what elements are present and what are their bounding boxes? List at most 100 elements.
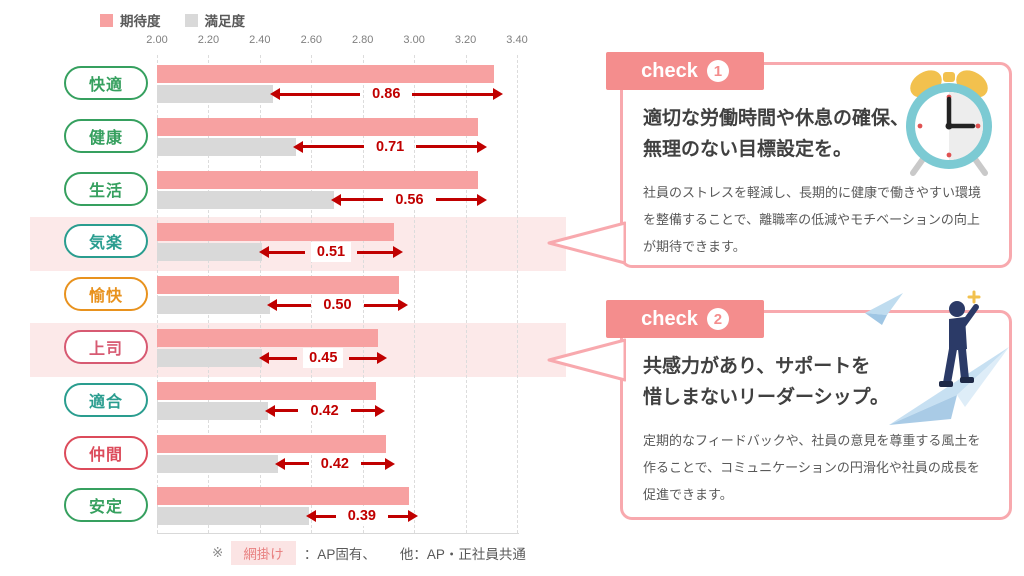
category-pill: 適合 <box>64 382 148 417</box>
gap-arrow-right-icon <box>387 510 419 523</box>
category-pill: 仲間 <box>64 435 148 470</box>
callout-2-pointer-icon <box>547 338 626 382</box>
satisfaction-bar <box>157 454 278 473</box>
callout-2-number-icon: 2 <box>706 308 729 330</box>
callout-check-2: check 2 共感力があり、サポートを 惜しまないリーダーシップ。 定期的なフ… <box>547 290 1012 520</box>
callout-1-body: 社員のストレスを軽減し、長期的に健康で働きやすい環境を整備することで、離職率の低… <box>643 185 982 254</box>
callout-1-title-line1: 適切な労働時間や休息の確保、 <box>643 108 910 129</box>
gap-arrow-left-icon <box>292 140 365 153</box>
gap-bar-chart: 期待度 満足度 2.00 2.20 2.40 2.60 2.80 3.00 3.20 3.40… <box>30 10 566 565</box>
gap-arrow-left-icon <box>264 404 299 417</box>
legend-item-expectation: 期待度 <box>100 10 161 30</box>
expectation-bar <box>157 223 394 242</box>
footnote-shaded-desc: ：AP固有、 <box>303 547 376 562</box>
category-pill: 快適 <box>64 66 148 100</box>
expectation-bar <box>157 170 479 189</box>
category-pill: 上司 <box>64 330 148 364</box>
callout-2-title-line1: 共感力があり、サポートを <box>643 356 871 377</box>
gap-arrow-left-icon <box>274 457 309 470</box>
gap-annotation: 0.51 <box>259 242 404 263</box>
gap-annotation: 0.50 <box>267 295 408 316</box>
expectation-swatch-icon <box>100 13 113 27</box>
gap-value: 0.39 <box>341 506 382 527</box>
category-pill: 気楽 <box>64 224 148 259</box>
callout-2-tag: check <box>641 307 698 330</box>
callout-1-tag: check <box>641 59 698 82</box>
axis-tick-label: 3.40 <box>506 34 528 46</box>
expectation-bar <box>157 381 376 400</box>
callout-1-title-line2: 無理のない目標設定を。 <box>643 139 853 160</box>
chart-legend: 期待度 満足度 <box>100 10 245 30</box>
category-pill: 愉快 <box>64 277 148 312</box>
gap-arrow-right-icon <box>435 193 488 206</box>
expectation-bar <box>157 117 479 136</box>
satisfaction-bar <box>157 190 335 209</box>
gap-annotation: 0.42 <box>274 453 395 474</box>
callout-1-header: check 1 <box>606 52 764 90</box>
alarm-clock-icon <box>906 70 992 176</box>
gap-annotation: 0.39 <box>305 506 419 527</box>
satisfaction-bar <box>157 137 296 156</box>
gap-arrow-left-icon <box>259 352 298 364</box>
gap-value: 0.50 <box>317 295 358 316</box>
gap-annotation: 0.71 <box>292 136 488 157</box>
gap-arrow-right-icon <box>412 88 504 100</box>
expectation-legend-label: 期待度 <box>120 14 161 29</box>
gridline <box>465 55 467 533</box>
footnote: ※ 網掛け ：AP固有、 他：AP・正社員共通 <box>212 541 526 565</box>
callout-2-body: 定期的なフィードバックや、社員の意見を尊重する風土を作ることで、コミュニケーショ… <box>643 433 981 502</box>
gap-value: 0.42 <box>304 400 345 421</box>
callout-1-pointer-icon <box>547 221 626 265</box>
gridline <box>414 55 416 533</box>
gap-arrow-right-icon <box>357 246 404 259</box>
category-pill: 生活 <box>64 171 148 206</box>
gap-arrow-right-icon <box>360 457 395 470</box>
callout-2-header: check 2 <box>606 300 764 338</box>
satisfaction-swatch-icon <box>184 13 198 27</box>
satisfaction-legend-label: 満足度 <box>204 14 246 29</box>
satisfaction-bar <box>157 349 263 367</box>
gap-arrow-left-icon <box>259 246 305 259</box>
footnote-prefix: ※ <box>212 545 224 560</box>
satisfaction-bar <box>157 85 273 103</box>
gap-value: 0.71 <box>370 136 411 157</box>
legend-item-satisfaction: 満足度 <box>184 10 246 30</box>
gap-arrow-right-icon <box>350 404 385 417</box>
satisfaction-bar <box>157 243 263 262</box>
gap-value: 0.45 <box>303 348 344 368</box>
satisfaction-bar <box>157 296 271 315</box>
callout-2-title: 共感力があり、サポートを 惜しまないリーダーシップ。 <box>643 351 943 413</box>
gap-annotation: 0.56 <box>331 189 488 210</box>
callout-1-number-icon: 1 <box>706 60 729 82</box>
axis-tick-label: 2.40 <box>249 34 271 46</box>
gap-arrow-left-icon <box>305 510 336 523</box>
gap-arrow-left-icon <box>267 299 312 312</box>
satisfaction-bar <box>157 401 268 420</box>
gap-value: 0.86 <box>366 84 407 104</box>
callout-2-title-line2: 惜しまないリーダーシップ。 <box>643 387 890 408</box>
category-pill: 安定 <box>64 488 148 523</box>
callout-check-1: check 1 適切な労働時間や休息の確保、 無理のない目標設定を。 社員のスト… <box>547 52 1012 268</box>
gap-annotation: 0.42 <box>264 400 385 421</box>
axis-tick-label: 3.00 <box>403 34 425 46</box>
expectation-bar <box>157 434 386 453</box>
gap-arrow-right-icon <box>363 299 408 312</box>
category-pill: 健康 <box>64 118 148 153</box>
footnote-shaded-label: 網掛け <box>231 541 296 565</box>
paper-plane-person-icon <box>865 290 1009 425</box>
expectation-bar <box>157 65 494 83</box>
callout-1-title: 適切な労働時間や休息の確保、 無理のない目標設定を。 <box>643 103 943 165</box>
gridline <box>517 55 518 533</box>
gap-annotation: 0.45 <box>259 348 387 368</box>
satisfaction-bar <box>157 507 309 526</box>
expectation-bar <box>157 487 409 506</box>
axis-tick-label: 2.00 <box>146 34 168 46</box>
x-axis-line <box>157 533 519 534</box>
axis-tick-label: 2.80 <box>351 34 374 46</box>
gap-arrow-right-icon <box>416 140 488 153</box>
gap-arrow-left-icon <box>269 88 361 100</box>
axis-tick-label: 2.20 <box>197 34 220 46</box>
gap-annotation: 0.86 <box>269 84 504 104</box>
footnote-other-desc: 他：AP・正社員共通 <box>399 547 526 562</box>
